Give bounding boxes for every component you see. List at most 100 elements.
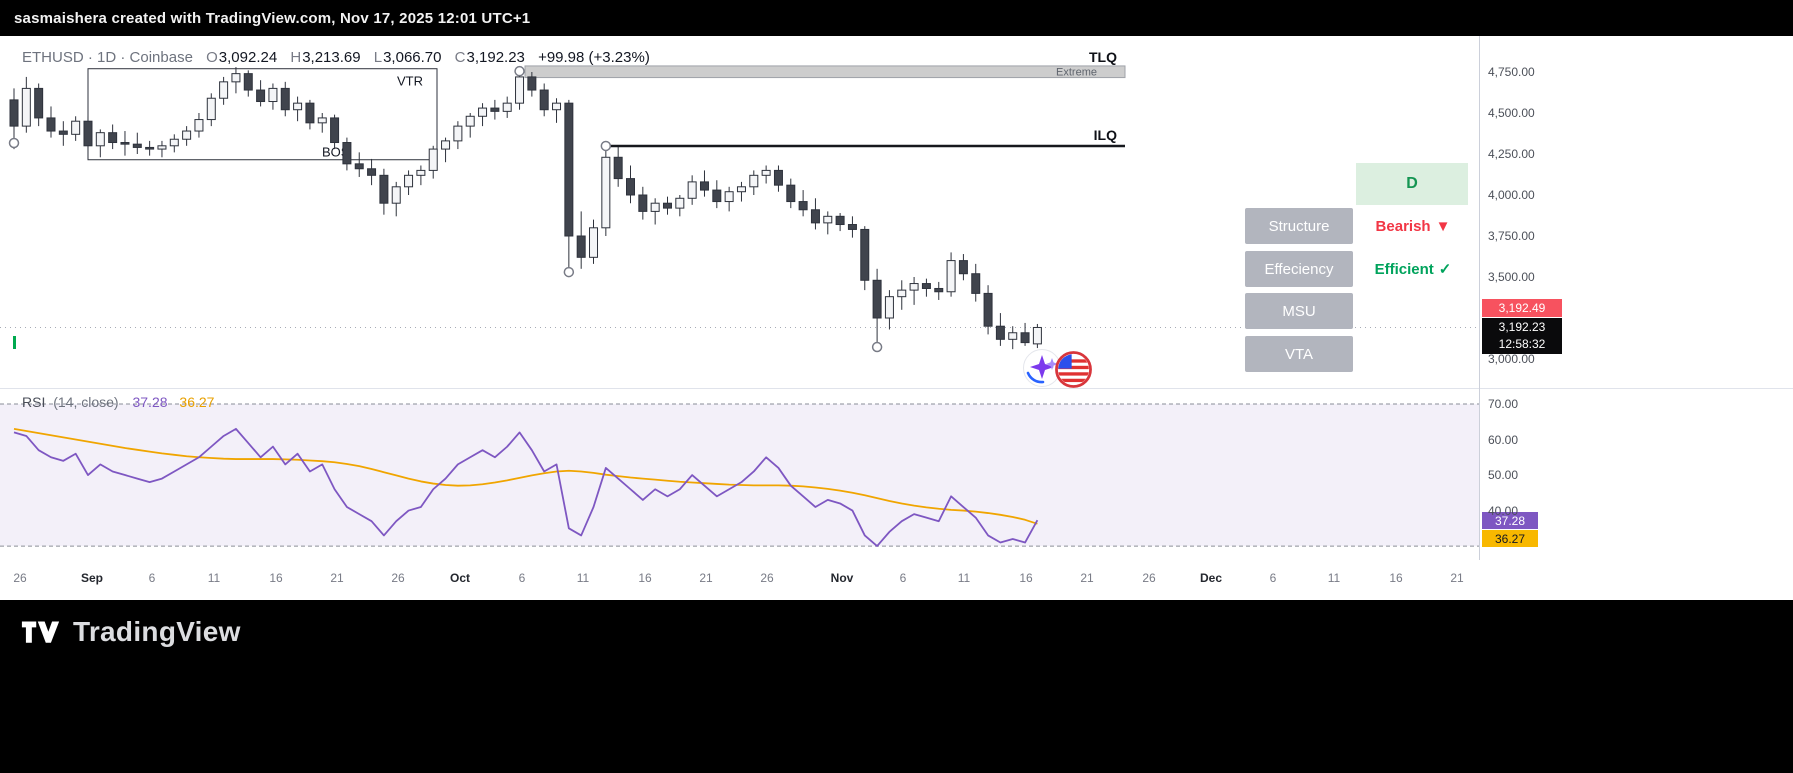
vtr-label: VTR [397,74,423,89]
rsi-chart-canvas[interactable] [0,388,1479,560]
drawing-anchor[interactable] [514,65,525,77]
price-axis-separator [1479,36,1480,600]
high-value: 3,213.69 [302,49,361,66]
exchange-label[interactable]: Coinbase [129,49,193,66]
symbol-name[interactable]: ETHUSD [22,49,84,66]
last-price-value: 3,192.23 [1498,320,1546,334]
low-value: 3,066.70 [383,49,442,66]
price-axis-label: 3,750.00 [1488,229,1535,243]
rsi-ma-value: 36.27 [179,394,215,410]
time-axis-label: 11 [957,571,971,585]
time-axis-label: 26 [760,571,774,585]
time-axis-month-label: Dec [1199,571,1223,585]
ilq-label: ILQ [1094,127,1117,143]
timeframe-d-box[interactable]: D [1356,163,1468,205]
efficiency-value: Efficient ✓ [1374,260,1452,279]
time-axis-label: 11 [207,571,221,585]
time-axis-label: 21 [1080,571,1094,585]
attribution-bar: sasmaishera created with TradingView.com… [0,0,1793,36]
time-axis-label: 16 [1019,571,1033,585]
green-drawing-marker[interactable] [13,336,16,349]
rsi-value-badge: 37.28 [1482,512,1538,529]
price-axis-label: 4,000.00 [1488,188,1535,202]
tradingview-logo-icon [21,621,60,643]
flag-sticker[interactable] [1055,351,1092,393]
close-label: C [454,49,466,66]
drawing-anchor[interactable] [8,137,20,149]
tradingview-logo[interactable]: TradingView [20,616,1793,648]
price-axis-label: 4,750.00 [1488,65,1535,79]
time-axis-label: 6 [518,571,526,585]
msu-button[interactable]: MSU [1245,293,1353,329]
price-axis[interactable]: 3,192.49 3,192.23 12:58:32 37.28 36.27 4… [1480,36,1793,600]
extreme-label: Extreme [1056,67,1097,79]
time-axis-label: 21 [330,571,344,585]
time-axis-label: 26 [1142,571,1156,585]
price-axis-label: 3,500.00 [1488,270,1535,284]
time-axis-month-label: Nov [830,571,854,585]
low-label: L [373,49,383,66]
range-box[interactable] [87,68,438,161]
rsi-line [13,427,1039,547]
legend-separator: · [120,49,126,66]
extreme-zone[interactable] [524,65,1126,79]
efficiency-button[interactable]: Effeciency [1245,251,1353,287]
time-axis-label: 11 [1327,571,1341,585]
price-axis-label: 4,250.00 [1488,147,1535,161]
drawing-anchor[interactable] [600,140,612,152]
structure-button[interactable]: Structure [1245,208,1353,244]
rsi-axis-label: 70.00 [1488,397,1519,411]
time-axis-label: 16 [269,571,283,585]
price-axis-label: 3,000.00 [1488,352,1535,366]
time-axis-label: 6 [1269,571,1277,585]
rsi-band [0,404,1479,547]
brand-name: TradingView [73,616,241,647]
time-axis-month-label: Sep [80,571,104,585]
drawing-anchor[interactable] [871,341,883,353]
rsi-value: 37.28 [132,394,168,410]
rsi-axis-label: 60.00 [1488,432,1519,447]
high-label: H [290,49,302,66]
check-icon: ✓ [1438,261,1452,278]
rsi-params: (14, close) [53,394,119,410]
pane-separator[interactable] [0,388,1793,389]
structure-value: Bearish ▼ [1375,217,1451,235]
time-axis[interactable]: 26 Sep 6 11 16 21 26 Oct 6 11 16 21 26 Nov 6 11 16 21 26 De… [0,560,1793,600]
time-axis-label: 21 [1450,571,1464,585]
candles[interactable] [9,67,1042,350]
rsi-title: RSI [22,394,46,410]
legend-separator: · [87,49,93,66]
time-axis-label: 6 [148,571,156,585]
bearish-arrow-icon: ▼ [1435,217,1451,235]
footer-bar: TradingView [0,600,1793,773]
symbol-legend[interactable]: ETHUSD · 1D · Coinbase O3,092.24 H3,213.… [22,49,650,66]
pink-price-badge: 3,192.49 [1482,299,1562,317]
last-price-badge: 3,192.23 12:58:32 [1482,318,1562,354]
time-axis-label: 11 [576,571,590,585]
open-label: O [206,49,218,66]
close-value: 3,192.23 [466,49,525,66]
rsi-axis-label: 50.00 [1488,468,1519,483]
rsi-legend[interactable]: RSI (14, close) 37.28 36.27 [22,394,214,410]
time-axis-label: 26 [13,571,27,585]
time-axis-month-label: Oct [449,571,471,585]
time-axis-label: 21 [699,571,713,585]
rsi-ma-badge: 36.27 [1482,530,1538,547]
vta-button[interactable]: VTA [1245,336,1353,372]
time-axis-label: 16 [1389,571,1403,585]
tlq-label: TLQ [1089,49,1117,65]
rsi-axis-label: 40.00 [1488,503,1519,518]
time-axis-label: 6 [899,571,907,585]
interval-label[interactable]: 1D [97,49,117,66]
chart-area: TLQ Extreme VTR BOS ILQ ETHUSD · 1D · Coinba… [0,36,1793,600]
time-axis-label: 26 [391,571,405,585]
time-axis-label: 16 [638,571,652,585]
attribution-text: sasmaishera created with TradingView.com… [14,9,531,27]
drawing-anchor[interactable] [563,266,575,278]
price-axis-label: 4,500.00 [1488,106,1535,120]
rsi-ma-line [13,427,1038,525]
change-value: +99.98 (+3.23%) [538,49,650,66]
open-value: 3,092.24 [218,49,278,66]
